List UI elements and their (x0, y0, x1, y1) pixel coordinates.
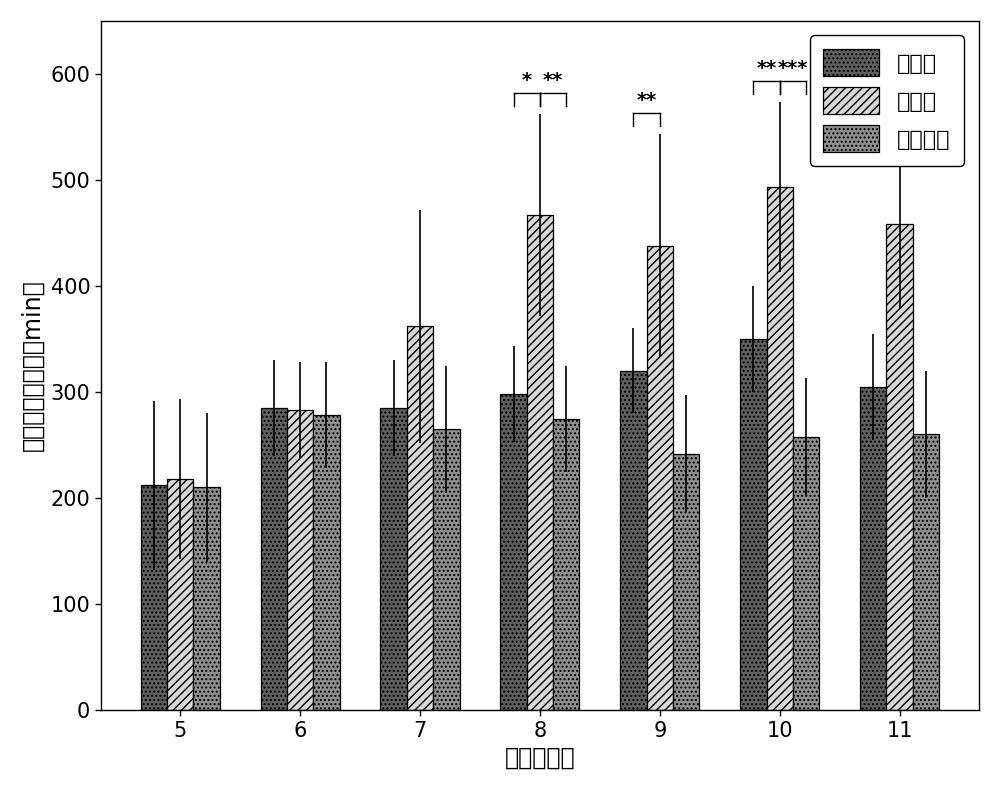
Bar (261, 408, 287, 710)
Bar (433, 430, 460, 710)
Y-axis label: 首次排黑便时间（min）: 首次排黑便时间（min） (21, 280, 45, 452)
Bar (553, 418, 579, 710)
Bar (647, 246, 673, 710)
Bar (740, 339, 767, 710)
Text: *: * (522, 70, 532, 89)
Text: *: * (881, 97, 892, 115)
Text: **: ** (756, 59, 777, 78)
Bar (287, 410, 313, 710)
Bar (673, 453, 699, 710)
Bar (407, 326, 433, 710)
Bar (193, 487, 220, 710)
Text: ***: *** (778, 59, 808, 78)
Bar (500, 394, 527, 710)
Text: **: ** (543, 70, 563, 89)
Bar (860, 387, 886, 710)
X-axis label: 周龄（周）: 周龄（周） (505, 746, 575, 770)
Text: **: ** (637, 91, 657, 110)
Bar (380, 408, 407, 710)
Bar (913, 434, 939, 710)
Bar (620, 371, 647, 710)
Bar (313, 415, 340, 710)
Bar (167, 479, 193, 710)
Text: **: ** (903, 97, 923, 115)
Bar (793, 437, 819, 710)
Bar (767, 187, 793, 710)
Bar (141, 486, 167, 710)
Bar (886, 225, 913, 710)
Legend: 正常组, 模型组, 益生菌组: 正常组, 模型组, 益生菌组 (810, 36, 964, 165)
Bar (527, 215, 553, 710)
